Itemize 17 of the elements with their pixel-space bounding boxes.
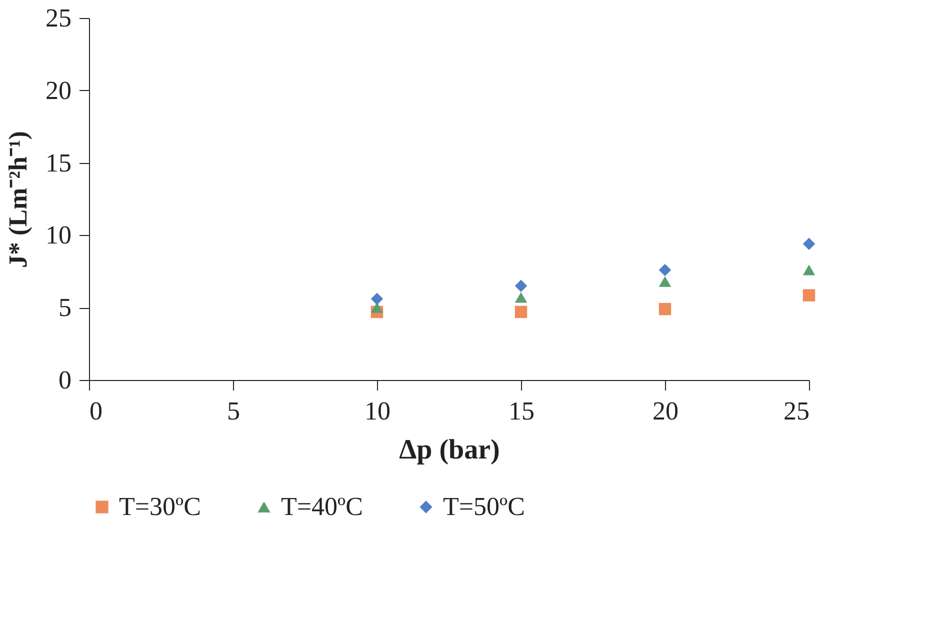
x-tick-label: 0 xyxy=(90,396,102,426)
legend-label: T=30ºC xyxy=(119,492,201,521)
x-tick-label: 25 xyxy=(784,396,810,426)
x-axis-title: Δp (bar) xyxy=(399,434,500,466)
legend-label: T=40ºC xyxy=(281,492,363,521)
y-tick-label: 10 xyxy=(46,220,72,250)
x-tick-label: 10 xyxy=(364,396,390,426)
y-axis-title: J* (Lm⁻²h⁻¹) xyxy=(4,131,32,268)
y-tick-label: 5 xyxy=(58,293,72,322)
x-tick-label: 15 xyxy=(508,396,534,426)
y-tick-label: 0 xyxy=(58,366,72,394)
x-tick-label: 5 xyxy=(227,396,240,426)
x-tick-label: 20 xyxy=(652,396,678,426)
legend-label: T=50ºC xyxy=(443,492,525,521)
y-tick-label: 25 xyxy=(46,4,72,32)
y-tick-label: 20 xyxy=(46,76,72,105)
y-tick-label: 15 xyxy=(46,148,72,178)
